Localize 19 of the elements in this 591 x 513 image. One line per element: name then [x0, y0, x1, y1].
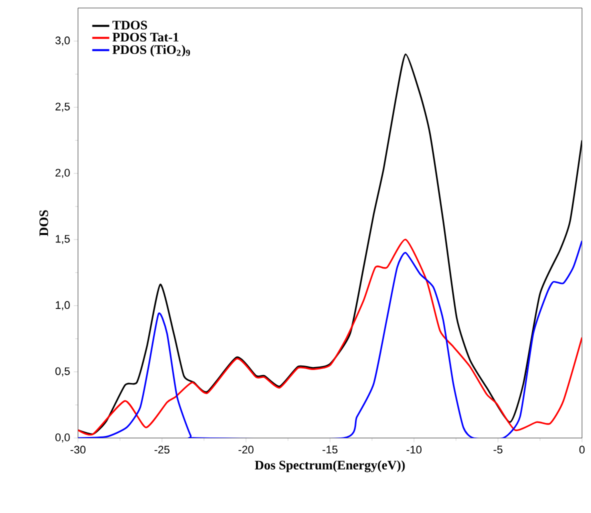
- y-tick-label: 3,0: [55, 36, 70, 46]
- legend-label: PDOS Tat-1: [112, 32, 178, 42]
- y-tick-label: 0,0: [55, 433, 70, 443]
- x-tick-label: -25: [154, 446, 170, 454]
- x-tick-label: -20: [238, 446, 254, 454]
- x-tick-label: -10: [406, 446, 422, 454]
- x-tick-label: -5: [494, 446, 502, 454]
- legend-label: PDOS (TiO$_{2}$)$_{9}$: [112, 44, 190, 57]
- x-tick-label: -30: [70, 446, 86, 454]
- x-tick-label: 0: [579, 446, 585, 454]
- x-tick-label: -15: [322, 446, 338, 454]
- y-tick-label: 1,5: [56, 235, 70, 244]
- y-axis-title: DOS: [39, 210, 48, 236]
- x-axis-title: Dos Spectrum(Energy(eV)): [254, 460, 405, 472]
- y-tick-label: 1,0: [56, 301, 70, 310]
- legend-label: TDOS: [112, 20, 147, 30]
- y-tick-label: 2,5: [56, 102, 70, 112]
- y-tick-label: 2,0: [56, 168, 70, 178]
- y-tick-label: 0,5: [55, 367, 70, 376]
